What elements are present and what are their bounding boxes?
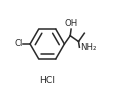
Text: OH: OH xyxy=(64,19,78,28)
Text: NH₂: NH₂ xyxy=(80,43,97,52)
Text: Cl: Cl xyxy=(14,40,23,48)
Text: HCl: HCl xyxy=(39,76,55,85)
